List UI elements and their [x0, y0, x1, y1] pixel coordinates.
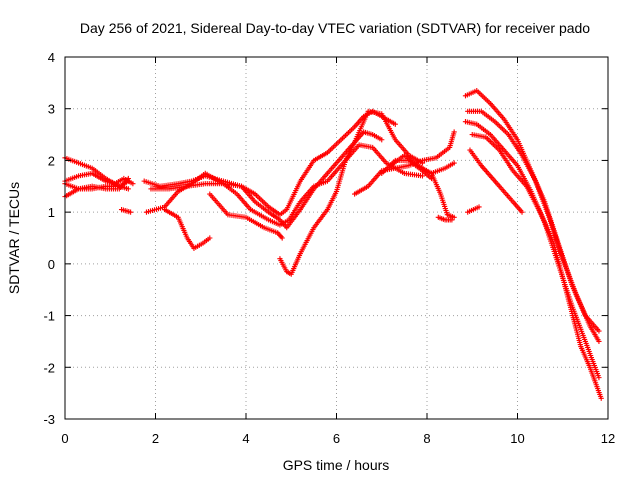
data-point-marker — [449, 217, 455, 223]
series-track-15 — [428, 160, 457, 176]
data-point-marker — [451, 160, 457, 166]
data-point-marker — [519, 209, 525, 215]
series-track-10 — [207, 191, 285, 241]
chart-title: Day 256 of 2021, Sidereal Day-to-day VTE… — [80, 20, 590, 36]
y-tick-label: 2 — [48, 153, 55, 168]
data-point-marker — [207, 235, 213, 241]
data-point-marker — [476, 204, 482, 210]
x-tick-label: 0 — [61, 431, 68, 446]
data-point-marker — [279, 235, 285, 241]
y-tick-label: 3 — [48, 102, 55, 117]
data-point-marker — [379, 137, 385, 143]
data-marks — [62, 88, 604, 401]
series-track-14 — [388, 152, 457, 220]
series-track-9 — [161, 206, 213, 251]
series-track-21 — [469, 131, 604, 401]
y-tick-label: -1 — [43, 309, 55, 324]
grid-lines — [65, 57, 608, 419]
data-point-marker — [125, 175, 131, 182]
x-tick-label: 8 — [423, 431, 430, 446]
series-track-16 — [435, 214, 455, 223]
series-track-7 — [148, 108, 426, 231]
series-track-17 — [465, 204, 482, 215]
x-tick-label: 6 — [333, 431, 340, 446]
series-track-5 — [118, 206, 134, 215]
data-point-marker — [451, 129, 457, 135]
data-point-marker — [125, 186, 131, 192]
y-tick-label: 1 — [48, 205, 55, 220]
data-point-marker — [596, 375, 602, 381]
data-point-marker — [596, 338, 602, 345]
y-tick-label: 0 — [48, 257, 55, 272]
series-track-19 — [465, 108, 602, 345]
data-point-marker — [598, 395, 604, 401]
y-tick-label: -2 — [43, 360, 55, 375]
series-track-4 — [62, 175, 131, 200]
y-tick-label: 4 — [48, 50, 55, 65]
x-tick-label: 2 — [152, 431, 159, 446]
data-point-marker — [392, 121, 398, 127]
x-tick-label: 12 — [601, 431, 615, 446]
series-track-11 — [277, 129, 385, 277]
series-track-8 — [143, 142, 426, 228]
data-point-marker — [596, 328, 602, 334]
x-axis-label: GPS time / hours — [283, 457, 390, 473]
series-track-22 — [467, 147, 525, 215]
series-track-12 — [352, 129, 457, 197]
data-point-marker — [419, 173, 426, 179]
x-tick-label: 4 — [242, 431, 249, 446]
data-point-marker — [130, 181, 136, 187]
y-axis-label: SDTVAR / TECUs — [6, 182, 22, 294]
y-tick-label: -3 — [43, 412, 55, 427]
x-tick-label: 10 — [510, 431, 524, 446]
data-point-marker — [128, 209, 134, 215]
